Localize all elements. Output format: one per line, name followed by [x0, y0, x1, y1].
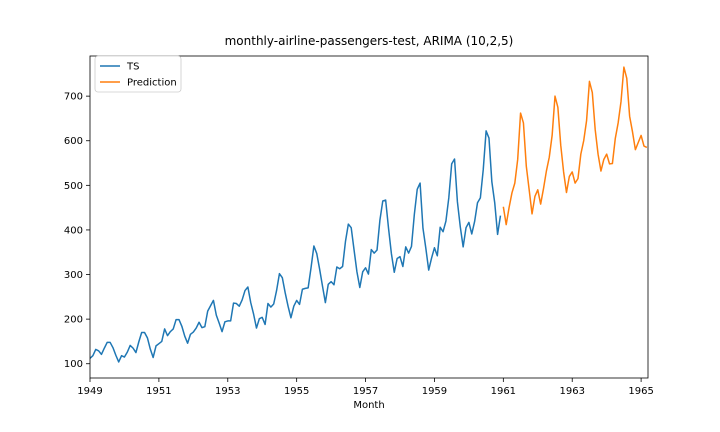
plot-frame — [89, 55, 649, 379]
x-tick-label: 1965 — [628, 386, 653, 397]
y-tick-label: 500 — [64, 181, 83, 192]
y-tick-label: 700 — [64, 92, 83, 103]
x-tick-label: 1961 — [491, 386, 516, 397]
x-axis: 1949 1951 1953 1955 1957 1959 1961 1963 1965 — [77, 378, 654, 397]
legend-label-prediction: Prediction — [127, 78, 177, 89]
x-tick-label: 1949 — [77, 386, 102, 397]
legend-box — [94, 55, 182, 93]
x-axis-label: Month — [353, 400, 384, 411]
series-lines — [90, 66, 648, 363]
x-tick-label: 1955 — [284, 386, 309, 397]
y-tick-label: 600 — [64, 136, 83, 147]
x-tick-label: 1951 — [146, 386, 171, 397]
x-tick-label: 1957 — [353, 386, 378, 397]
x-tick-label: 1959 — [422, 386, 447, 397]
legend-label-ts: TS — [126, 62, 139, 73]
chart-title: monthly-airline-passengers-test, ARIMA (… — [225, 34, 514, 48]
x-tick-label: 1963 — [559, 386, 584, 397]
y-tick-label: 400 — [64, 225, 83, 236]
y-tick-label: 100 — [64, 359, 83, 370]
y-axis: 100 200 300 400 500 600 700 — [64, 92, 90, 370]
series-line-ts — [90, 130, 502, 363]
series-line-prediction — [502, 66, 648, 226]
x-tick-label: 1953 — [215, 386, 240, 397]
legend: TS Prediction — [94, 55, 182, 93]
plot-area — [89, 55, 649, 379]
y-tick-label: 200 — [64, 315, 83, 326]
y-tick-label: 300 — [64, 270, 83, 281]
